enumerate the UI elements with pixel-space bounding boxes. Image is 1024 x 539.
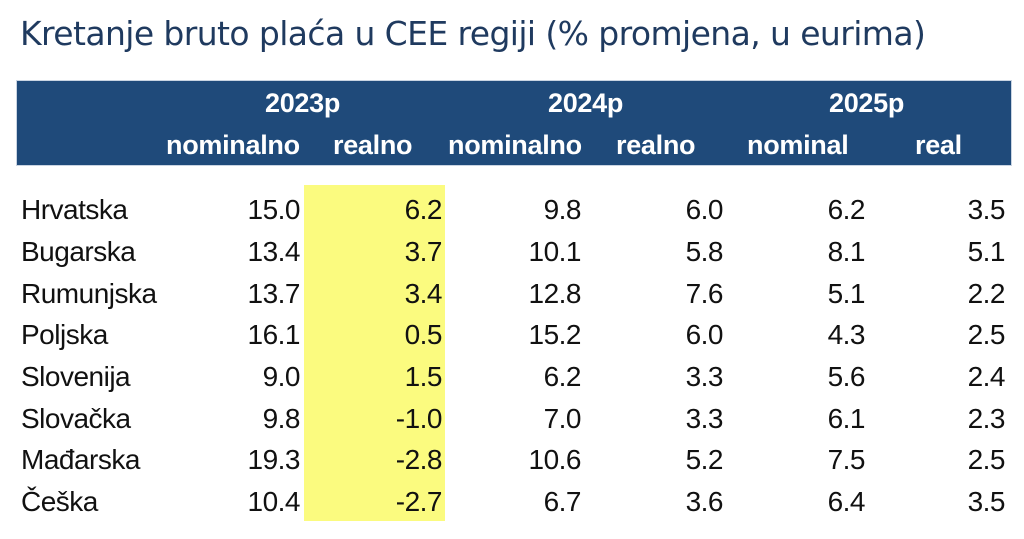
country-name: Češka bbox=[21, 486, 98, 517]
value-2023-real: 0.5 bbox=[404, 319, 443, 350]
table-row: Mađarska 19.3 -2.8 10.6 5.2 7.5 2.5 bbox=[0, 444, 1024, 484]
value-2023-real: -2.8 bbox=[395, 444, 443, 475]
page-title: Kretanje bruto plaća u CEE regiji (% pro… bbox=[20, 14, 926, 53]
value-2024-real: 3.3 bbox=[685, 361, 724, 392]
subheader-2024-nominal: nominalno bbox=[448, 130, 582, 160]
value-2024-real: 7.6 bbox=[685, 278, 724, 309]
value-2024-nominal: 7.0 bbox=[543, 403, 582, 434]
value-2025-nominal: 5.1 bbox=[827, 278, 866, 309]
value-2024-real: 6.0 bbox=[685, 319, 724, 350]
table-row: Slovačka 9.8 -1.0 7.0 3.3 6.1 2.3 bbox=[0, 403, 1024, 443]
value-2025-real: 3.5 bbox=[967, 486, 1006, 517]
value-2023-nominal: 10.4 bbox=[247, 486, 301, 517]
value-2024-nominal: 10.6 bbox=[528, 444, 582, 475]
value-2023-nominal: 13.4 bbox=[247, 236, 301, 267]
table-row: Rumunjska 13.7 3.4 12.8 7.6 5.1 2.2 bbox=[0, 278, 1024, 318]
table-row: Bugarska 13.4 3.7 10.1 5.8 8.1 5.1 bbox=[0, 236, 1024, 276]
value-2025-nominal: 6.1 bbox=[827, 403, 866, 434]
table-row: Češka 10.4 -2.7 6.7 3.6 6.4 3.5 bbox=[0, 486, 1024, 526]
value-2023-real: 3.4 bbox=[404, 278, 443, 309]
country-name: Slovenija bbox=[21, 361, 131, 392]
year-header-2024: 2024p bbox=[548, 88, 624, 118]
value-2024-real: 5.8 bbox=[685, 236, 724, 267]
value-2025-nominal: 4.3 bbox=[827, 319, 866, 350]
value-2025-nominal: 7.5 bbox=[827, 444, 866, 475]
value-2023-nominal: 15.0 bbox=[247, 194, 301, 225]
value-2023-real: 1.5 bbox=[404, 361, 443, 392]
country-name: Bugarska bbox=[21, 236, 136, 267]
subheader-2025-real: real bbox=[915, 130, 962, 160]
value-2025-nominal: 6.4 bbox=[827, 486, 866, 517]
value-2024-nominal: 15.2 bbox=[528, 319, 582, 350]
value-2024-real: 6.0 bbox=[685, 194, 724, 225]
value-2024-real: 5.2 bbox=[685, 444, 724, 475]
country-name: Rumunjska bbox=[21, 278, 157, 309]
value-2025-real: 3.5 bbox=[967, 194, 1006, 225]
value-2024-real: 3.6 bbox=[685, 486, 724, 517]
value-2025-real: 2.2 bbox=[967, 278, 1006, 309]
value-2024-nominal: 12.8 bbox=[528, 278, 582, 309]
value-2024-nominal: 10.1 bbox=[528, 236, 582, 267]
year-header-2025: 2025p bbox=[829, 88, 905, 118]
subheader-2025-nominal: nominal bbox=[747, 130, 849, 160]
year-header-2023: 2023p bbox=[265, 88, 341, 118]
value-2025-real: 2.4 bbox=[967, 361, 1006, 392]
value-2025-real: 5.1 bbox=[967, 236, 1006, 267]
table-row: Hrvatska 15.0 6.2 9.8 6.0 6.2 3.5 bbox=[0, 194, 1024, 234]
value-2023-nominal: 9.0 bbox=[262, 361, 301, 392]
country-name: Poljska bbox=[21, 319, 108, 350]
highlight-2023-real-column bbox=[304, 185, 445, 521]
value-2024-nominal: 6.2 bbox=[543, 361, 582, 392]
value-2023-real: -2.7 bbox=[395, 486, 443, 517]
subheader-2024-real: realno bbox=[616, 130, 696, 160]
value-2025-real: 2.5 bbox=[967, 444, 1006, 475]
country-name: Mađarska bbox=[21, 444, 140, 475]
value-2025-real: 2.5 bbox=[967, 319, 1006, 350]
value-2023-nominal: 13.7 bbox=[247, 278, 301, 309]
value-2024-real: 3.3 bbox=[685, 403, 724, 434]
table-row: Poljska 16.1 0.5 15.2 6.0 4.3 2.5 bbox=[0, 319, 1024, 359]
value-2024-nominal: 6.7 bbox=[543, 486, 582, 517]
value-2023-real: 6.2 bbox=[404, 194, 443, 225]
value-2023-nominal: 9.8 bbox=[262, 403, 301, 434]
value-2023-nominal: 19.3 bbox=[247, 444, 301, 475]
value-2023-real: 3.7 bbox=[404, 236, 443, 267]
table-row: Slovenija 9.0 1.5 6.2 3.3 5.6 2.4 bbox=[0, 361, 1024, 401]
value-2024-nominal: 9.8 bbox=[543, 194, 582, 225]
country-name: Hrvatska bbox=[21, 194, 128, 225]
country-name: Slovačka bbox=[21, 403, 131, 434]
subheader-2023-nominal: nominalno bbox=[166, 130, 300, 160]
value-2025-nominal: 8.1 bbox=[827, 236, 866, 267]
subheader-2023-real: realno bbox=[333, 130, 413, 160]
value-2023-nominal: 16.1 bbox=[247, 319, 301, 350]
value-2023-real: -1.0 bbox=[395, 403, 443, 434]
value-2025-nominal: 5.6 bbox=[827, 361, 866, 392]
value-2025-nominal: 6.2 bbox=[827, 194, 866, 225]
table-header-band bbox=[16, 80, 1012, 166]
value-2025-real: 2.3 bbox=[967, 403, 1006, 434]
